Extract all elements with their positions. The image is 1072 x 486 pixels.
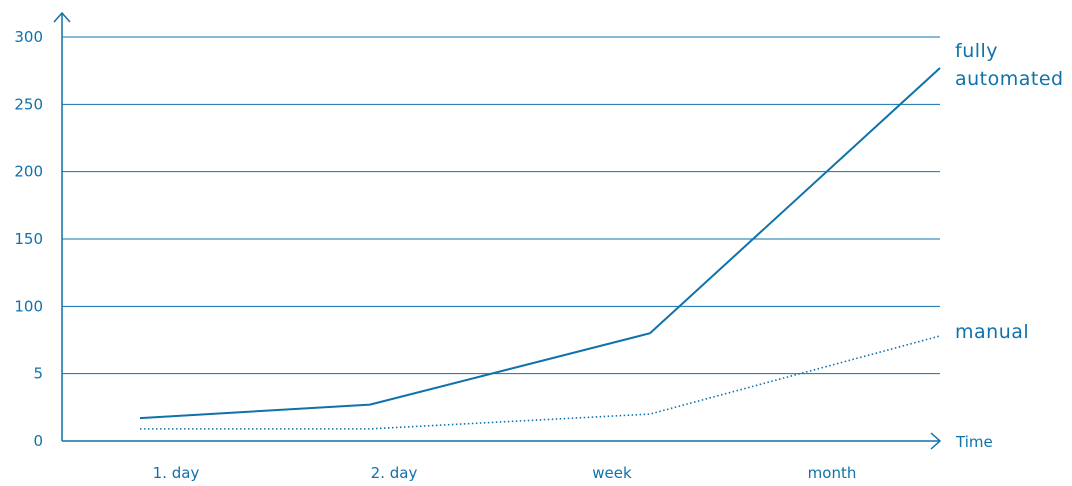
series-line-fully-automated [139,67,941,420]
grid-lines [62,36,940,375]
x-axis-title: Time [955,433,993,451]
series-label-manual: manual [955,321,1029,343]
series-label-fully-automated-line2: automated [955,68,1064,90]
x-tick-label: 2. day [371,464,418,482]
x-tick-labels: 1. day 2. day week month [153,464,857,482]
x-tick-label: week [592,464,632,482]
x-tick-label: month [808,464,857,482]
y-axis-arrow-icon [53,11,71,23]
axes [53,11,942,450]
y-tick-label: 300 [14,28,43,46]
y-tick-label: 5 [33,365,43,383]
x-tick-label: 1. day [153,464,200,482]
series-label-fully-automated-line1: fully [955,40,998,62]
series-line-manual [140,335,941,430]
y-tick-labels: 0 5 100 150 200 250 300 [14,28,43,450]
y-tick-label: 150 [14,230,43,248]
y-tick-label: 200 [14,163,43,181]
series-lines [139,67,941,430]
y-tick-label: 0 [33,432,43,450]
y-tick-label: 250 [14,95,43,113]
y-tick-label: 100 [14,297,43,315]
x-axis-arrow-icon [930,432,942,450]
